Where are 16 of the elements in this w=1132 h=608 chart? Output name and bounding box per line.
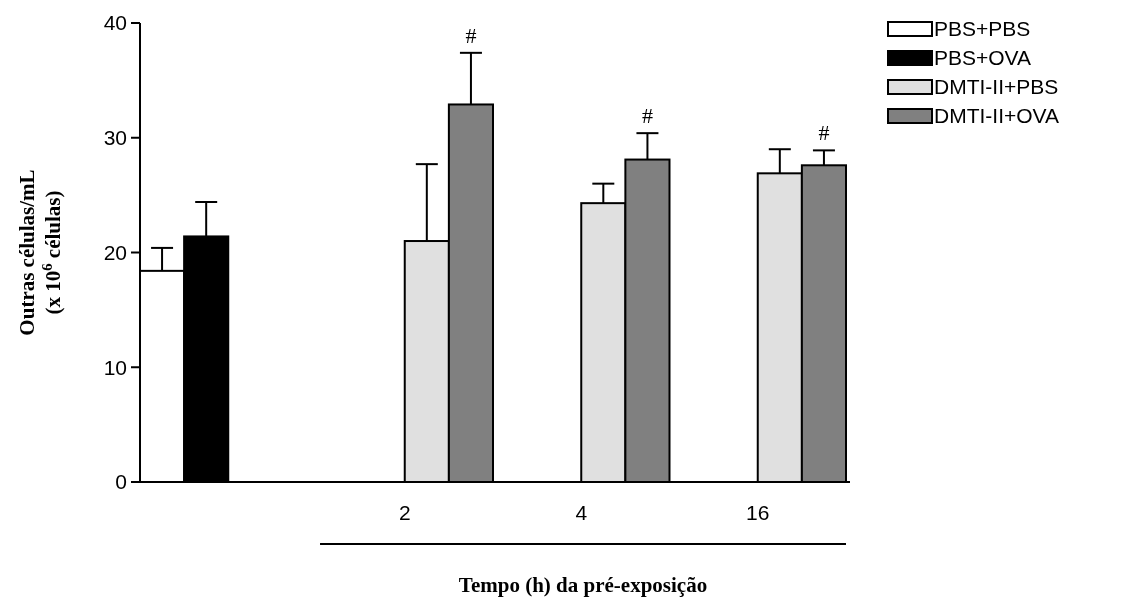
x-tick-label: 16 [746, 501, 770, 524]
legend-label: PBS+OVA [934, 46, 1032, 70]
x-tick-label: 2 [398, 501, 411, 524]
x-axis-title: Tempo (h) da pré-exposição [458, 573, 708, 597]
legend-label: DMTI-II+PBS [934, 75, 1059, 99]
legend-label: DMTI-II+OVA [934, 104, 1060, 128]
y-tick-label: 30 [103, 126, 127, 150]
y-tick-label: 0 [115, 470, 127, 494]
legend-label: PBS+PBS [934, 17, 1031, 41]
y-tick-label: 10 [103, 355, 127, 379]
annotation: # [641, 103, 653, 129]
y-tick-label: 20 [103, 240, 127, 264]
annotation: # [818, 120, 830, 146]
annotation: # [465, 22, 477, 48]
x-tick-label: 4 [575, 501, 588, 524]
y-tick-label: 40 [103, 11, 127, 35]
